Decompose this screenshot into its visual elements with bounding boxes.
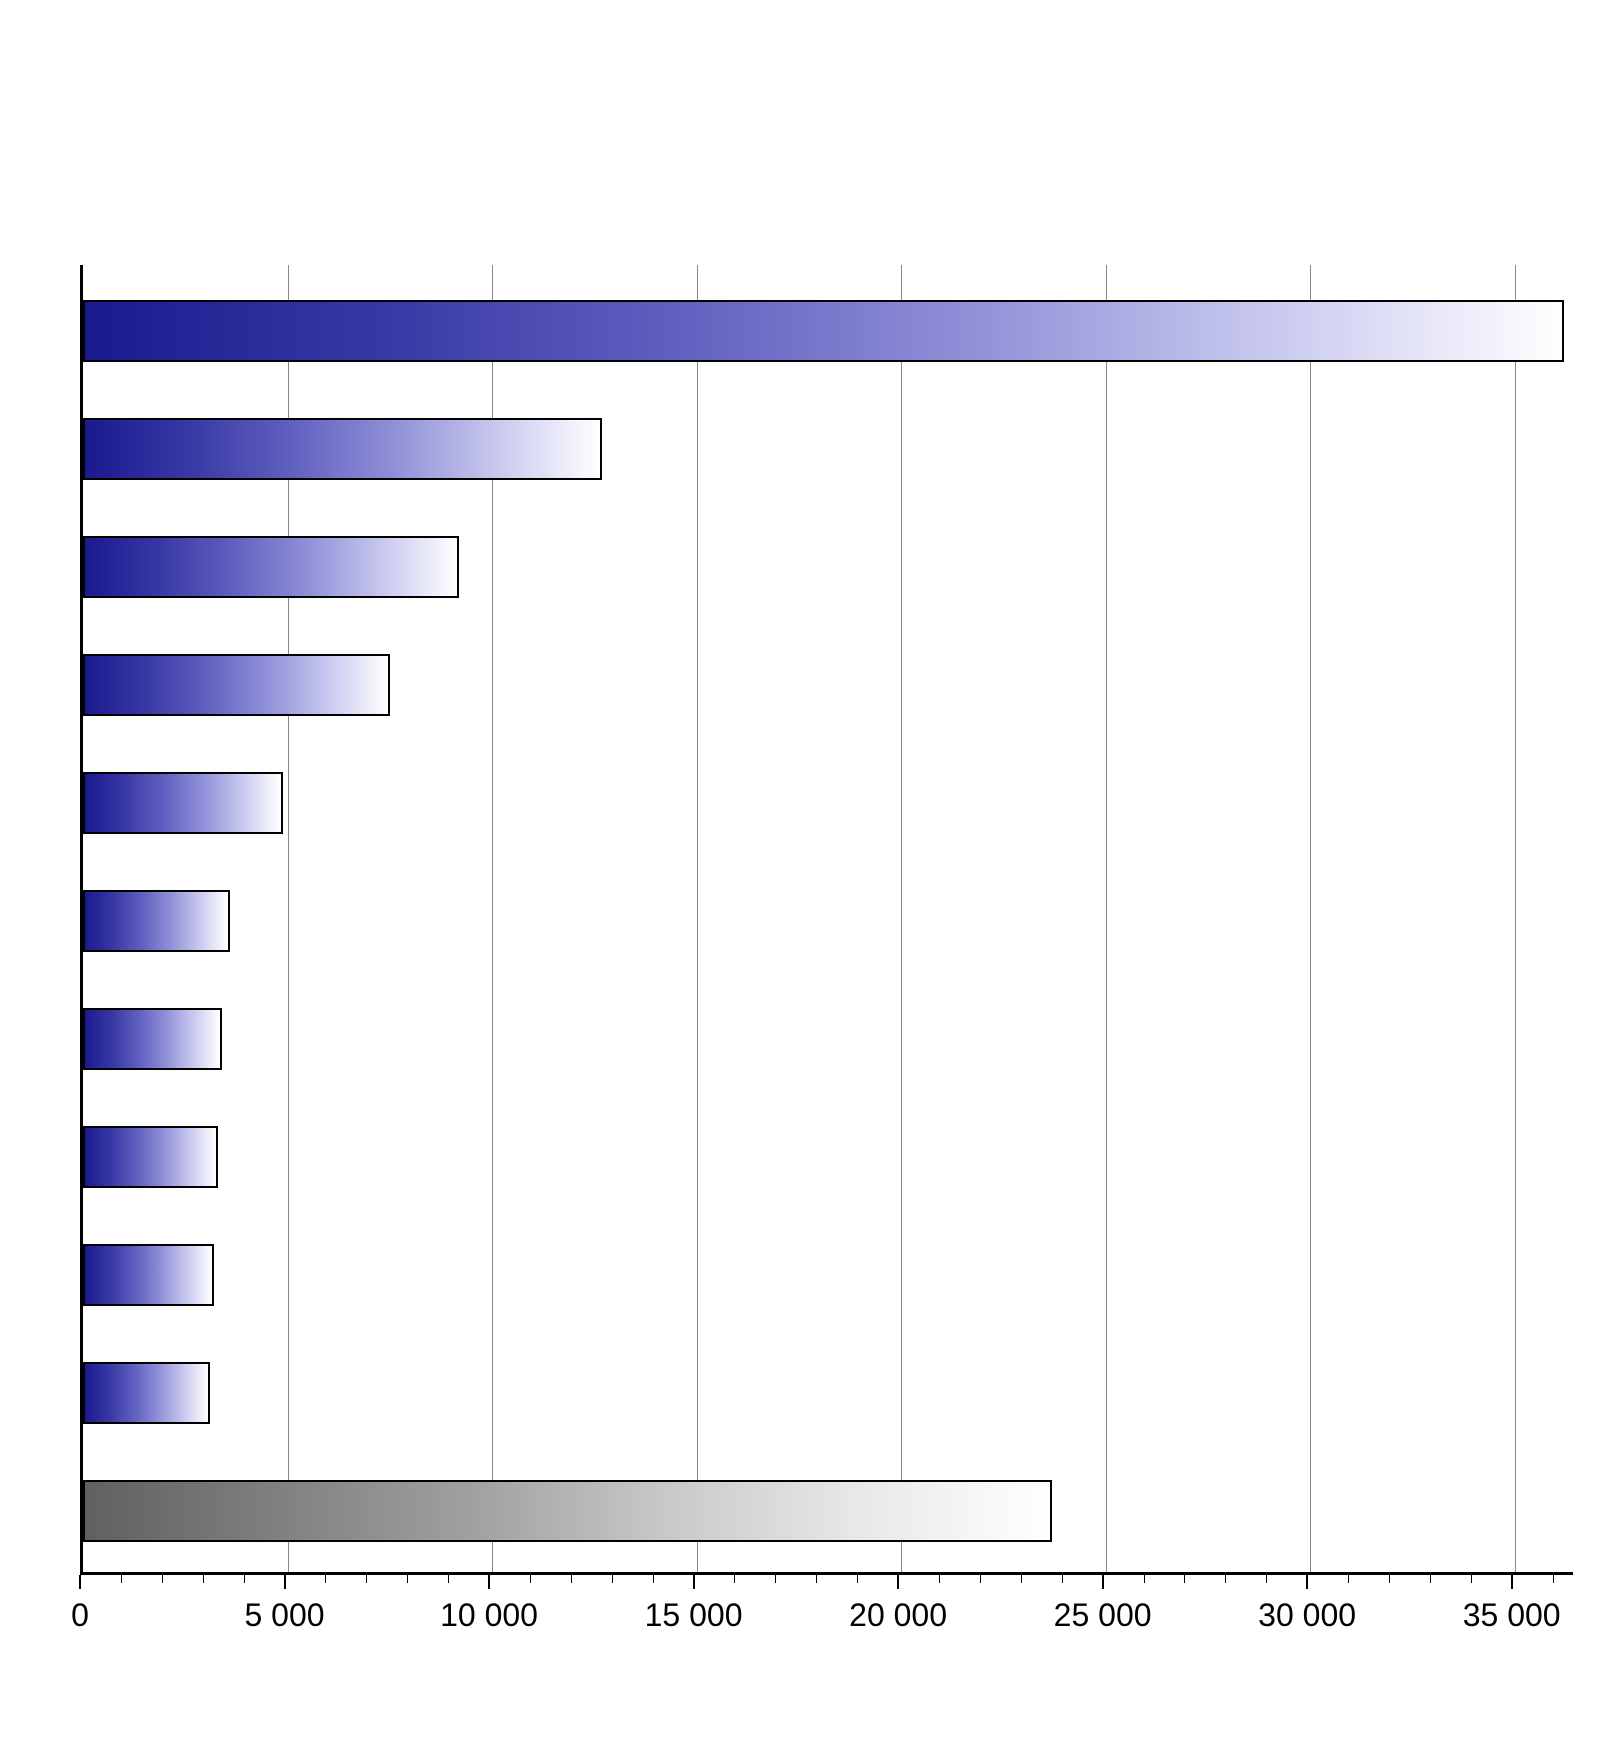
x-tick-minor	[1184, 1575, 1185, 1583]
x-tick-minor	[612, 1575, 613, 1583]
gridline	[1106, 265, 1107, 1572]
x-tick-minor	[366, 1575, 367, 1583]
x-tick-major	[284, 1575, 286, 1589]
bar	[83, 1008, 222, 1070]
x-tick-minor	[1553, 1575, 1554, 1583]
x-axis-label: 35 000	[1463, 1597, 1561, 1634]
x-axis-label: 30 000	[1258, 1597, 1356, 1634]
bar	[83, 300, 1564, 362]
bar	[83, 536, 459, 598]
x-tick-minor	[857, 1575, 858, 1583]
x-tick-minor	[203, 1575, 204, 1583]
x-tick-minor	[162, 1575, 163, 1583]
x-tick-minor	[939, 1575, 940, 1583]
x-tick-minor	[530, 1575, 531, 1583]
bar	[83, 1362, 210, 1424]
x-tick-major	[693, 1575, 695, 1589]
bar	[83, 772, 283, 834]
x-tick-minor	[816, 1575, 817, 1583]
x-tick-major	[79, 1575, 81, 1589]
x-tick-minor	[571, 1575, 572, 1583]
gridline	[697, 265, 698, 1572]
x-axis-label: 10 000	[440, 1597, 538, 1634]
bar-chart: 05 00010 00015 00020 00025 00030 00035 0…	[80, 265, 1573, 1655]
gridline	[1310, 265, 1311, 1572]
x-tick-major	[1306, 1575, 1308, 1589]
x-tick-minor	[734, 1575, 735, 1583]
x-tick-minor	[1266, 1575, 1267, 1583]
x-tick-minor	[121, 1575, 122, 1583]
x-tick-minor	[325, 1575, 326, 1583]
x-tick-minor	[980, 1575, 981, 1583]
x-tick-minor	[244, 1575, 245, 1583]
x-tick-minor	[1062, 1575, 1063, 1583]
x-tick-minor	[1389, 1575, 1390, 1583]
x-axis-label: 0	[71, 1597, 89, 1634]
gridline	[901, 265, 902, 1572]
x-tick-minor	[407, 1575, 408, 1583]
bar	[83, 1480, 1052, 1542]
x-tick-major	[1511, 1575, 1513, 1589]
bar	[83, 654, 390, 716]
x-tick-minor	[775, 1575, 776, 1583]
plot-area	[80, 265, 1573, 1575]
bar	[83, 418, 602, 480]
bar	[83, 1126, 218, 1188]
gridline	[1515, 265, 1516, 1572]
bar	[83, 1244, 214, 1306]
x-axis-label: 20 000	[849, 1597, 947, 1634]
x-tick-major	[897, 1575, 899, 1589]
x-tick-minor	[1144, 1575, 1145, 1583]
x-tick-minor	[448, 1575, 449, 1583]
x-axis: 05 00010 00015 00020 00025 00030 00035 0…	[80, 1575, 1573, 1655]
x-axis-label: 25 000	[1054, 1597, 1152, 1634]
x-tick-major	[1102, 1575, 1104, 1589]
x-axis-label: 15 000	[645, 1597, 743, 1634]
x-tick-minor	[653, 1575, 654, 1583]
x-tick-major	[488, 1575, 490, 1589]
x-tick-minor	[1471, 1575, 1472, 1583]
bar	[83, 890, 230, 952]
x-tick-minor	[1225, 1575, 1226, 1583]
x-tick-minor	[1021, 1575, 1022, 1583]
x-axis-label: 5 000	[244, 1597, 324, 1634]
x-tick-minor	[1430, 1575, 1431, 1583]
x-tick-minor	[1348, 1575, 1349, 1583]
